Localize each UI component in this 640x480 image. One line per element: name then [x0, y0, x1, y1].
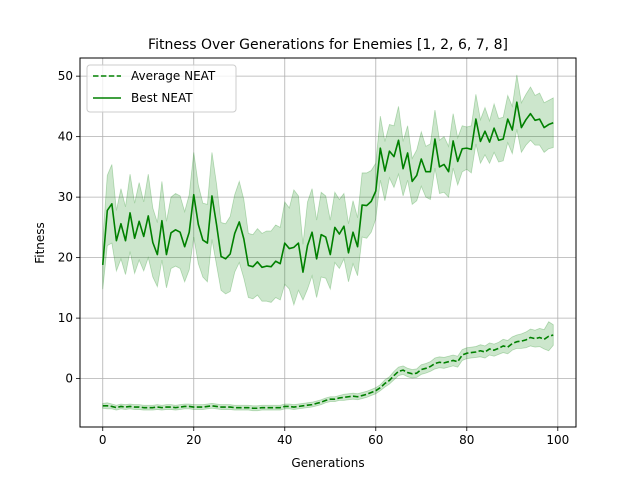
legend-label-best: Best NEAT: [131, 91, 193, 105]
x-tick-label: 80: [459, 433, 474, 447]
x-tick-label: 40: [277, 433, 292, 447]
legend-box: [86, 64, 237, 113]
x-axis-ticks: 0 20 40 60 80 100: [99, 427, 569, 447]
series-lines: [101, 101, 554, 410]
series-line-average-neat: [102, 334, 554, 410]
band-best-neat: [102, 74, 554, 307]
x-tick-label: 100: [546, 433, 569, 447]
y-tick-label: 0: [65, 372, 73, 386]
x-tick-label: 60: [368, 433, 383, 447]
y-tick-label: 50: [58, 69, 73, 83]
y-tick-label: 10: [58, 311, 73, 325]
x-tick-label: 0: [99, 433, 107, 447]
legend-label-average: Average NEAT: [131, 69, 216, 83]
chart-title: Fitness Over Generations for Enemies [1,…: [148, 37, 508, 53]
x-tick-label: 20: [186, 433, 201, 447]
y-axis-ticks: 0 10 20 30 40 50: [58, 69, 80, 386]
legend: Average NEAT Best NEAT: [86, 64, 237, 113]
axes-frame: [79, 57, 577, 428]
y-tick-label: 20: [58, 251, 73, 265]
y-tick-label: 40: [58, 130, 73, 144]
x-axis-label: Generations: [291, 456, 364, 470]
y-axis-label: Fitness: [33, 222, 47, 264]
series-line-best-neat: [101, 101, 554, 273]
band-average-neat: [102, 321, 554, 412]
y-tick-label: 30: [58, 190, 73, 204]
confidence-bands: [102, 74, 554, 412]
